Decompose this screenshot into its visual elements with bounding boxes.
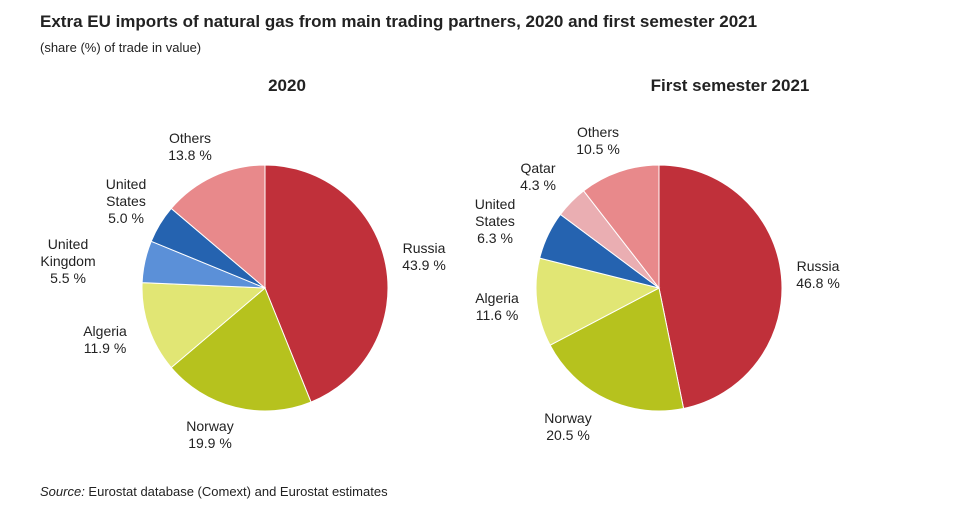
pie-slice-russia [658,164,783,410]
slice-label-algeria: Algeria 11.6 % [475,290,519,323]
source-note: Source: Eurostat database (Comext) and E… [40,484,388,499]
source-label: Source: [40,484,85,499]
slice-label-algeria: Algeria 11.9 % [83,323,127,356]
slice-label-qatar: Qatar 4.3 % [520,160,556,193]
pie-slice-algeria [535,257,661,346]
slice-label-united-states: United States 6.3 % [474,196,516,246]
source-text: Eurostat database (Comext) and Eurostat … [84,484,388,499]
slice-label-russia: Russia 46.8 % [796,258,840,291]
pie-slice-norway [170,287,312,412]
slice-label-norway: Norway 20.5 % [544,410,592,443]
pie-slice-russia [264,164,389,403]
slice-label-russia: Russia 43.9 % [402,240,446,273]
slice-label-norway: Norway 19.9 % [186,418,234,451]
chart-subtitle: (share (%) of trade in value) [40,40,202,55]
pie-slice-others [582,164,660,290]
slice-label-united-states: United States 5.0 % [105,176,147,226]
pie-2020-title: 2020 [268,76,306,95]
pie-slice-algeria [141,282,267,369]
pie-2021-title: First semester 2021 [650,76,810,95]
chart-title: Extra EU imports of natural gas from mai… [40,12,758,31]
slice-label-united-kingdom: United Kingdom 5.5 % [40,236,96,286]
pie-slice-norway [549,287,685,412]
slice-label-others: Others 10.5 % [576,124,620,157]
pie-slice-others [170,164,266,290]
slice-label-others: Others 13.8 % [168,130,212,163]
